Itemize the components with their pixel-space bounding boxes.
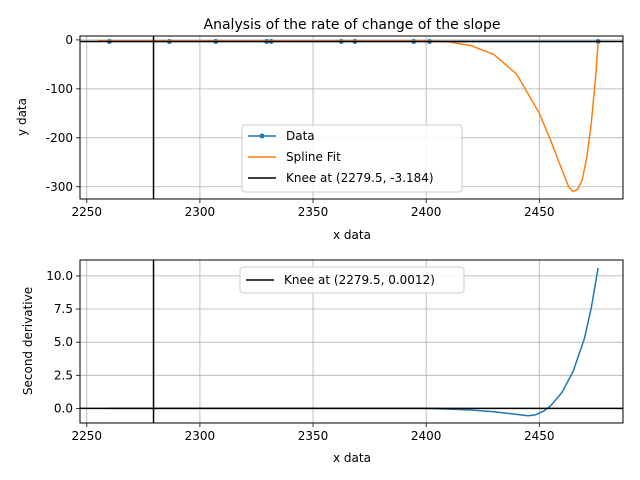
- y-tick-label: 2.5: [54, 368, 73, 382]
- x-tick-label: 2400: [411, 205, 442, 219]
- chart-top-frame: [79, 35, 624, 200]
- chart-bottom-legend: Knee at (2279.5, 0.0012): [239, 266, 465, 294]
- y-tick-label: 0.0: [54, 401, 73, 415]
- y-tick-label: -200: [46, 131, 73, 145]
- x-tick-label: 2300: [185, 429, 216, 443]
- chart-top-plot: [80, 36, 623, 199]
- legend-spline-label: Spline Fit: [286, 150, 341, 164]
- chart-top-legend: Data Spline Fit Knee at (2279.5, -3.184): [241, 124, 463, 193]
- y-tick-label: 7.5: [54, 302, 73, 316]
- y-tick-label: -100: [46, 82, 73, 96]
- chart-bottom-plot: [80, 260, 623, 423]
- chart-bottom-xlabel: x data: [333, 451, 371, 465]
- y-tick-label: 5.0: [54, 335, 73, 349]
- legend-box: [239, 266, 465, 294]
- chart-top-title: Analysis of the rate of change of the sl…: [204, 17, 501, 33]
- x-tick-label: 2250: [72, 429, 103, 443]
- x-tick-label: 2400: [411, 429, 442, 443]
- y-tick-label: 0: [65, 33, 73, 47]
- legend-data-label: Data: [286, 129, 315, 143]
- chart-bottom-frame: [79, 259, 624, 424]
- x-tick-label: 2300: [185, 205, 216, 219]
- y-tick-label: 10.0: [46, 269, 73, 283]
- legend-knee-label: Knee at (2279.5, -3.184): [286, 171, 434, 185]
- legend-box: [241, 124, 463, 193]
- legend-data-marker: [259, 133, 265, 139]
- chart-top-xlabel: x data: [333, 228, 371, 242]
- chart-bottom-ticks: 2250 2300 2350 2400 2450 0.0 2.5 5.0 7.5 10.0: [46, 269, 554, 443]
- chart-bottom-ylabel: Second derivative: [21, 287, 35, 395]
- legend-knee-label: Knee at (2279.5, 0.0012): [284, 273, 435, 287]
- x-tick-label: 2250: [72, 205, 103, 219]
- x-tick-label: 2350: [298, 205, 329, 219]
- chart-top-ylabel: y data: [15, 98, 29, 136]
- chart-top: Analysis of the rate of change of the sl…: [15, 17, 624, 242]
- x-tick-label: 2450: [524, 205, 555, 219]
- x-tick-label: 2350: [298, 429, 329, 443]
- y-tick-label: -300: [46, 180, 73, 194]
- chart-bottom: 2250 2300 2350 2400 2450 0.0 2.5 5.0 7.5 10.0 x d…: [21, 259, 624, 465]
- x-tick-label: 2450: [524, 429, 555, 443]
- chart-top-ticks: 2250 2300 2350 2400 2450 0 -100 -200 -300: [46, 33, 555, 219]
